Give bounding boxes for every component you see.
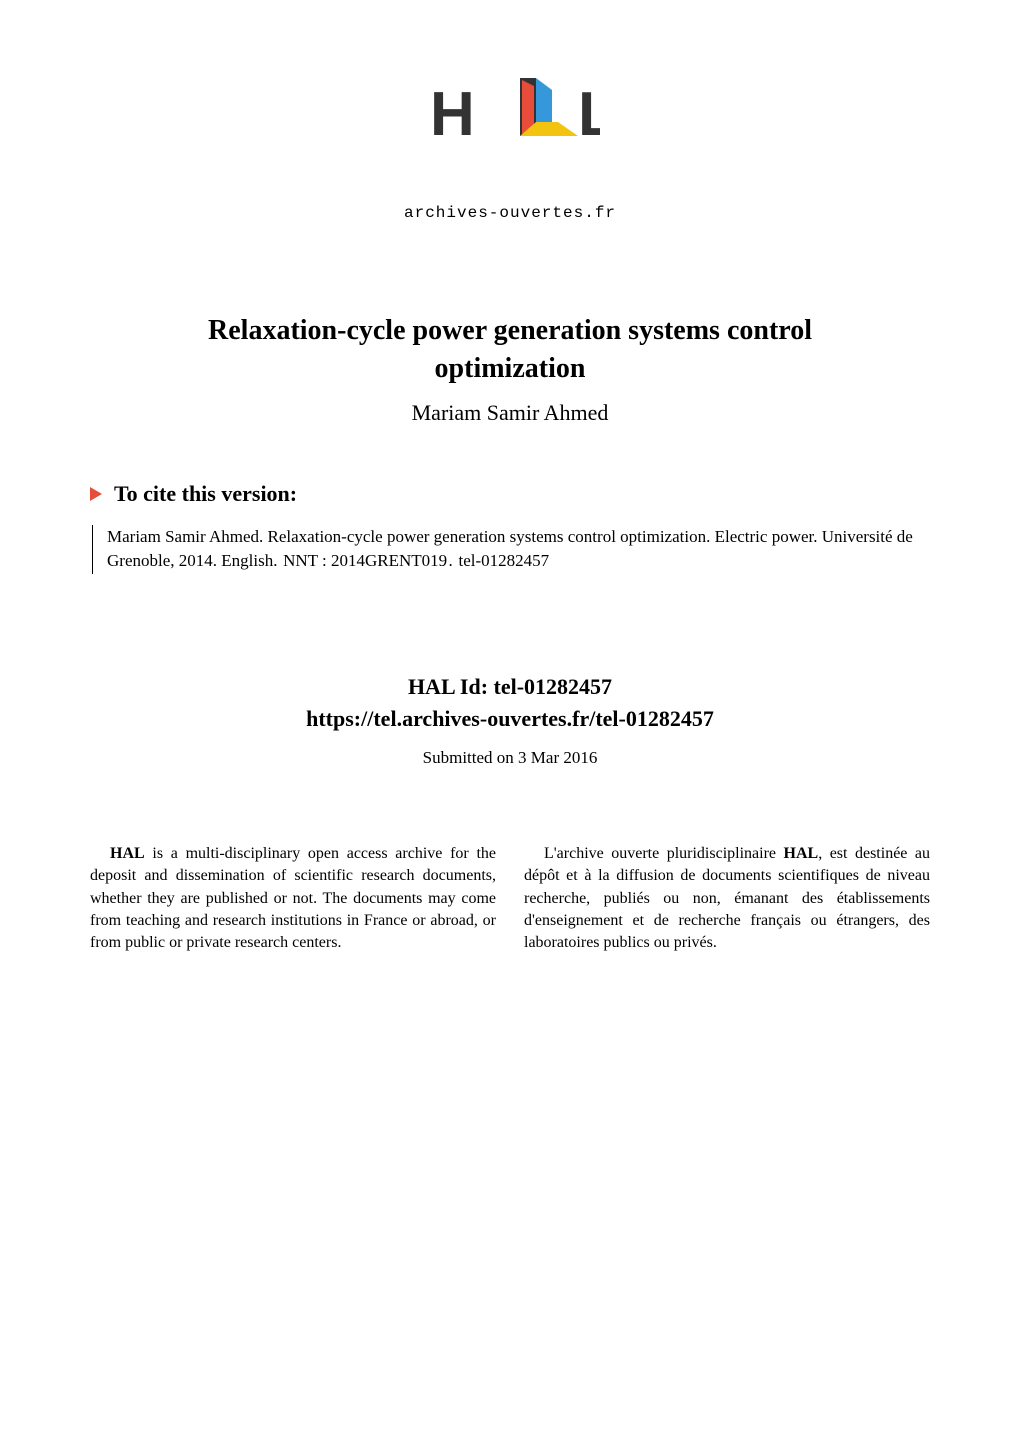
title-line-1: Relaxation-cycle power generation system… [208,315,812,346]
citation-section: To cite this version: Mariam Samir Ahmed… [90,481,930,574]
hal-logo-section: H L archives-ouvertes.fr [90,70,930,222]
title-section: Relaxation-cycle power generation system… [90,312,930,426]
author-name: Mariam Samir Ahmed [90,400,930,426]
triangle-right-icon [90,481,104,507]
citation-header-text: To cite this version: [114,481,297,507]
hal-bold-right: HAL [784,845,819,862]
description-left-column: HAL is a multi-disciplinary open access … [90,843,496,955]
submitted-date: Submitted on 3 Mar 2016 [90,748,930,768]
hal-id-label: HAL Id: tel-01282457 [90,674,930,700]
citation-header: To cite this version: [90,481,930,507]
description-section: HAL is a multi-disciplinary open access … [90,843,930,955]
description-right-column: L'archive ouverte pluridisciplinaire HAL… [524,843,930,955]
title-line-2: optimization [435,353,586,384]
citation-text: Mariam Samir Ahmed. Relaxation-cycle pow… [92,525,930,574]
paper-title: Relaxation-cycle power generation system… [90,312,930,388]
description-right-prefix: L'archive ouverte pluridisciplinaire [544,845,784,862]
hal-id-section: HAL Id: tel-01282457 https://tel.archive… [90,674,930,768]
hal-url: https://tel.archives-ouvertes.fr/tel-012… [90,706,930,732]
svg-text:L: L [578,80,600,149]
svg-text:H: H [430,80,475,149]
hal-bold-left: HAL [110,845,145,862]
logo-subtitle: archives-ouvertes.fr [90,204,930,222]
hal-logo-icon: H L [420,70,600,200]
description-left-text: is a multi-disciplinary open access arch… [90,845,496,952]
